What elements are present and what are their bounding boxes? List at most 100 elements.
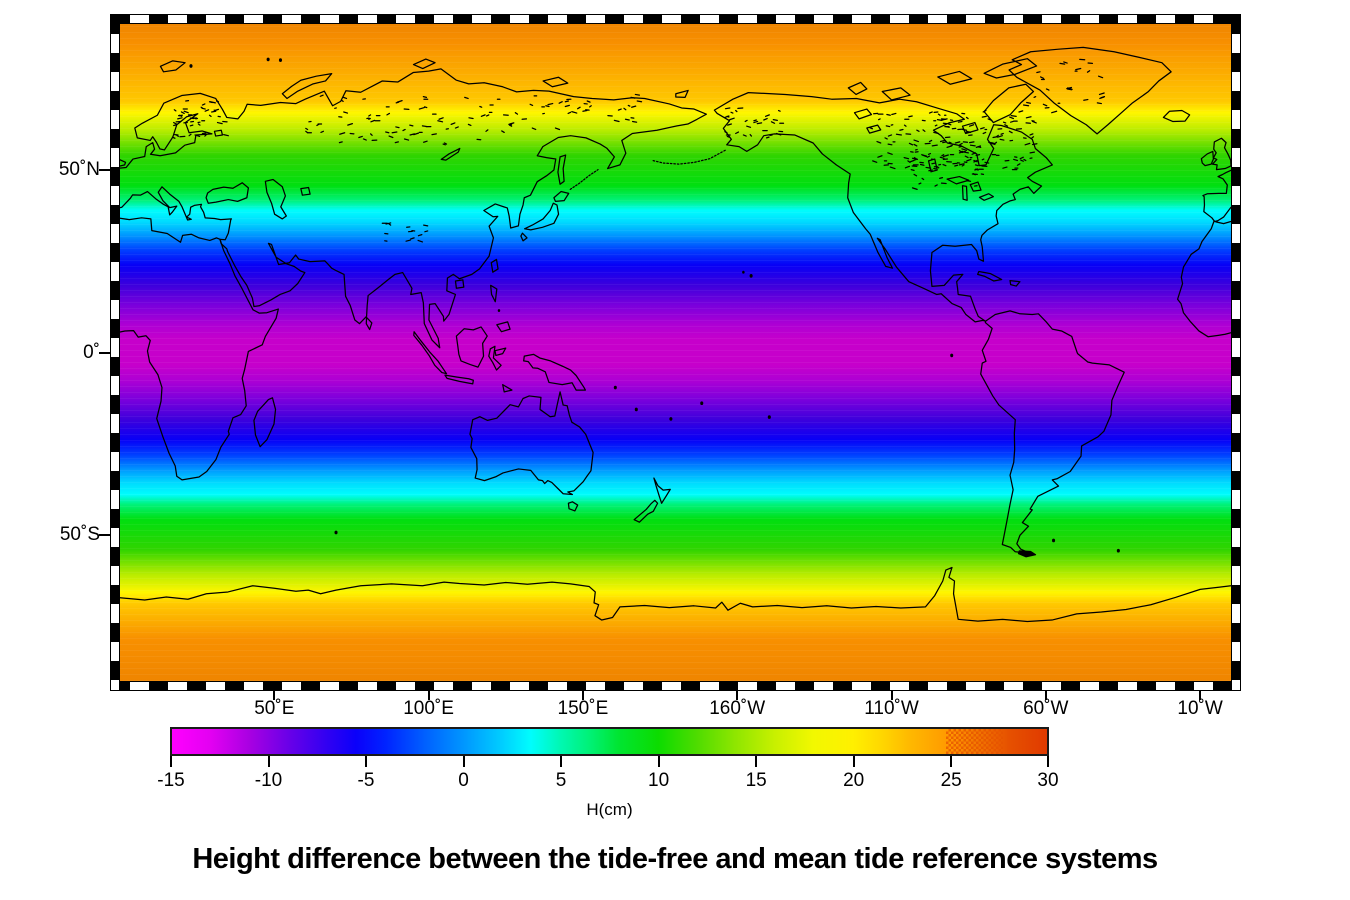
- lake-speck: [904, 125, 906, 126]
- dither-texture: [120, 24, 1231, 681]
- lake-speck: [773, 120, 777, 121]
- lake-speck: [590, 106, 592, 107]
- lake-speck: [444, 143, 446, 144]
- lake-speck: [947, 146, 952, 147]
- lake-speck: [210, 102, 215, 103]
- lake-speck: [725, 132, 727, 133]
- lake-speck: [468, 124, 470, 125]
- lake-speck: [747, 126, 751, 127]
- lake-speck: [983, 132, 985, 133]
- lake-erie: [979, 194, 993, 201]
- lake-speck: [932, 163, 935, 164]
- fiji-speck: [669, 417, 673, 421]
- lake-speck: [306, 128, 308, 129]
- tahiti-speck: [767, 415, 771, 419]
- cbar-tick: [755, 756, 758, 767]
- cbar-label-15: 15: [745, 770, 767, 791]
- lake-speck: [888, 144, 892, 145]
- xtick-100e: [427, 691, 430, 700]
- kyushu-coast: [521, 233, 527, 241]
- cbar-label-25: 25: [940, 770, 962, 791]
- lake-speck: [904, 158, 908, 159]
- lake-speck: [728, 124, 732, 125]
- lake-speck: [727, 136, 729, 137]
- lake-ladoga: [214, 130, 222, 136]
- lake-speck: [970, 142, 974, 143]
- eurasia-coast: [120, 69, 706, 348]
- britain-east-sliver: [120, 160, 126, 166]
- iceland-coast: [1163, 111, 1189, 122]
- lake-speck: [905, 166, 909, 167]
- lake-speck: [418, 240, 422, 241]
- lake-speck: [217, 101, 219, 102]
- lake-speck: [914, 159, 916, 160]
- lake-speck: [766, 115, 770, 116]
- lake-speck: [982, 116, 986, 117]
- lake-speck: [1030, 152, 1034, 153]
- lake-speck: [510, 123, 514, 124]
- lake-speck: [1084, 100, 1088, 101]
- lake-speck: [1011, 116, 1016, 117]
- lake-speck: [730, 118, 734, 119]
- lake-speck: [486, 130, 488, 131]
- lake-speck: [637, 101, 641, 102]
- lake-speck: [967, 181, 971, 182]
- lake-speck: [985, 162, 989, 163]
- lake-speck: [995, 142, 997, 143]
- lake-speck: [209, 115, 211, 116]
- lake-speck: [425, 107, 427, 108]
- lake-speck: [962, 149, 967, 150]
- cbar-tick: [462, 756, 465, 767]
- timor-coast: [503, 385, 512, 392]
- lake-speck: [886, 126, 889, 127]
- galapagos-speck: [950, 353, 954, 358]
- lake-speck: [1064, 62, 1067, 63]
- lake-speck: [1076, 69, 1081, 70]
- lake-speck: [587, 101, 590, 102]
- franz-josef-speck: [278, 58, 283, 62]
- lake-speck: [919, 183, 921, 184]
- lake-speck: [922, 155, 926, 156]
- lake-speck: [480, 106, 482, 107]
- parry-islands: [938, 71, 972, 84]
- lake-speck: [927, 156, 929, 157]
- vanuatu-speck: [634, 407, 638, 412]
- lake-speck: [1030, 134, 1033, 135]
- lake-speck: [1000, 139, 1004, 140]
- south-america-coast: [981, 311, 1125, 553]
- lake-speck: [750, 135, 751, 136]
- taiwan-coast: [491, 259, 498, 272]
- lake-speck: [896, 134, 901, 135]
- lake-speck: [181, 112, 184, 113]
- lake-speck: [1024, 159, 1026, 160]
- lake-speck: [632, 106, 636, 107]
- figure-caption: Height difference between the tide-free …: [192, 843, 1158, 875]
- lake-speck: [877, 142, 881, 143]
- lake-speck: [1021, 160, 1023, 161]
- ylabel-50s: 50˚S: [59, 524, 100, 545]
- philippines-speck: [497, 309, 501, 312]
- lake-speck: [873, 161, 877, 162]
- cbar-label-m5: -5: [357, 770, 375, 791]
- lake-speck: [998, 136, 1003, 137]
- lake-speck: [771, 122, 774, 123]
- lake-speck: [745, 120, 747, 121]
- lake-speck: [387, 113, 389, 114]
- honshu-coast: [525, 203, 559, 230]
- hainan-coast: [455, 280, 463, 288]
- lake-speck: [406, 240, 410, 241]
- xlabel-10w: 10˚W: [1177, 698, 1223, 719]
- cbar-tick: [1047, 756, 1049, 767]
- lake-speck: [767, 137, 769, 138]
- lake-speck: [910, 161, 914, 162]
- sulawesi-arm: [495, 348, 506, 355]
- lake-speck: [942, 155, 944, 156]
- lake-speck: [396, 127, 399, 128]
- great-bear-lake: [854, 109, 871, 119]
- lake-speck: [202, 104, 204, 105]
- lake-speck: [306, 131, 308, 132]
- cbar-tick: [170, 756, 172, 767]
- lake-speck: [1100, 97, 1104, 98]
- lake-speck: [1014, 159, 1018, 160]
- xtick-60w: [1044, 691, 1047, 700]
